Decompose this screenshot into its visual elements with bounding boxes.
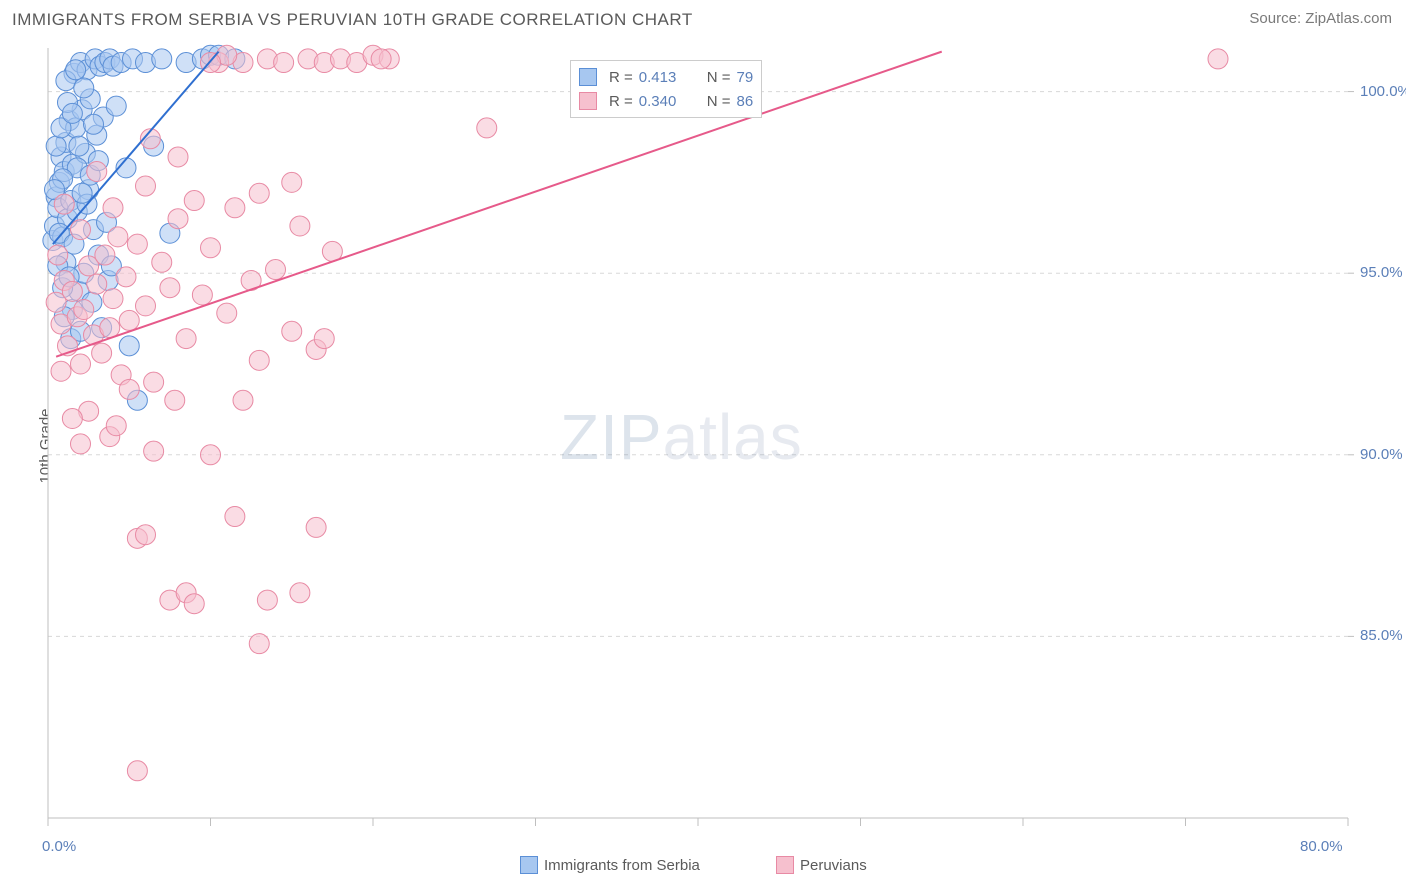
legend-series-name: Peruvians	[800, 857, 867, 874]
legend-n-value: 79	[737, 69, 754, 86]
bottom-legend-item: Peruvians	[776, 856, 867, 874]
y-tick-label: 90.0%	[1360, 446, 1403, 463]
legend-series-name: Immigrants from Serbia	[544, 857, 700, 874]
y-tick-label: 100.0%	[1360, 83, 1406, 100]
legend-row: R = 0.340 N = 86	[579, 89, 753, 113]
legend-swatch	[776, 856, 794, 874]
watermark: ZIPatlas	[560, 400, 803, 474]
y-tick-label: 85.0%	[1360, 627, 1403, 644]
legend-r-label: R =	[609, 93, 633, 110]
bottom-legend-item: Immigrants from Serbia	[520, 856, 700, 874]
y-tick-label: 95.0%	[1360, 264, 1403, 281]
legend-swatch	[520, 856, 538, 874]
chart-container: IMMIGRANTS FROM SERBIA VS PERUVIAN 10TH …	[0, 0, 1406, 892]
legend-swatch	[579, 92, 597, 110]
legend-swatch	[579, 68, 597, 86]
legend-r-value: 0.413	[639, 69, 693, 86]
correlation-legend: R = 0.413 N = 79 R = 0.340 N = 86	[570, 60, 762, 118]
legend-r-label: R =	[609, 69, 633, 86]
watermark-atlas: atlas	[663, 401, 803, 473]
x-tick-label: 0.0%	[42, 838, 76, 855]
legend-row: R = 0.413 N = 79	[579, 65, 753, 89]
legend-r-value: 0.340	[639, 93, 693, 110]
legend-n-label: N =	[707, 69, 731, 86]
watermark-zip: ZIP	[560, 401, 663, 473]
legend-n-label: N =	[707, 93, 731, 110]
x-tick-label: 80.0%	[1300, 838, 1343, 855]
legend-n-value: 86	[737, 93, 754, 110]
